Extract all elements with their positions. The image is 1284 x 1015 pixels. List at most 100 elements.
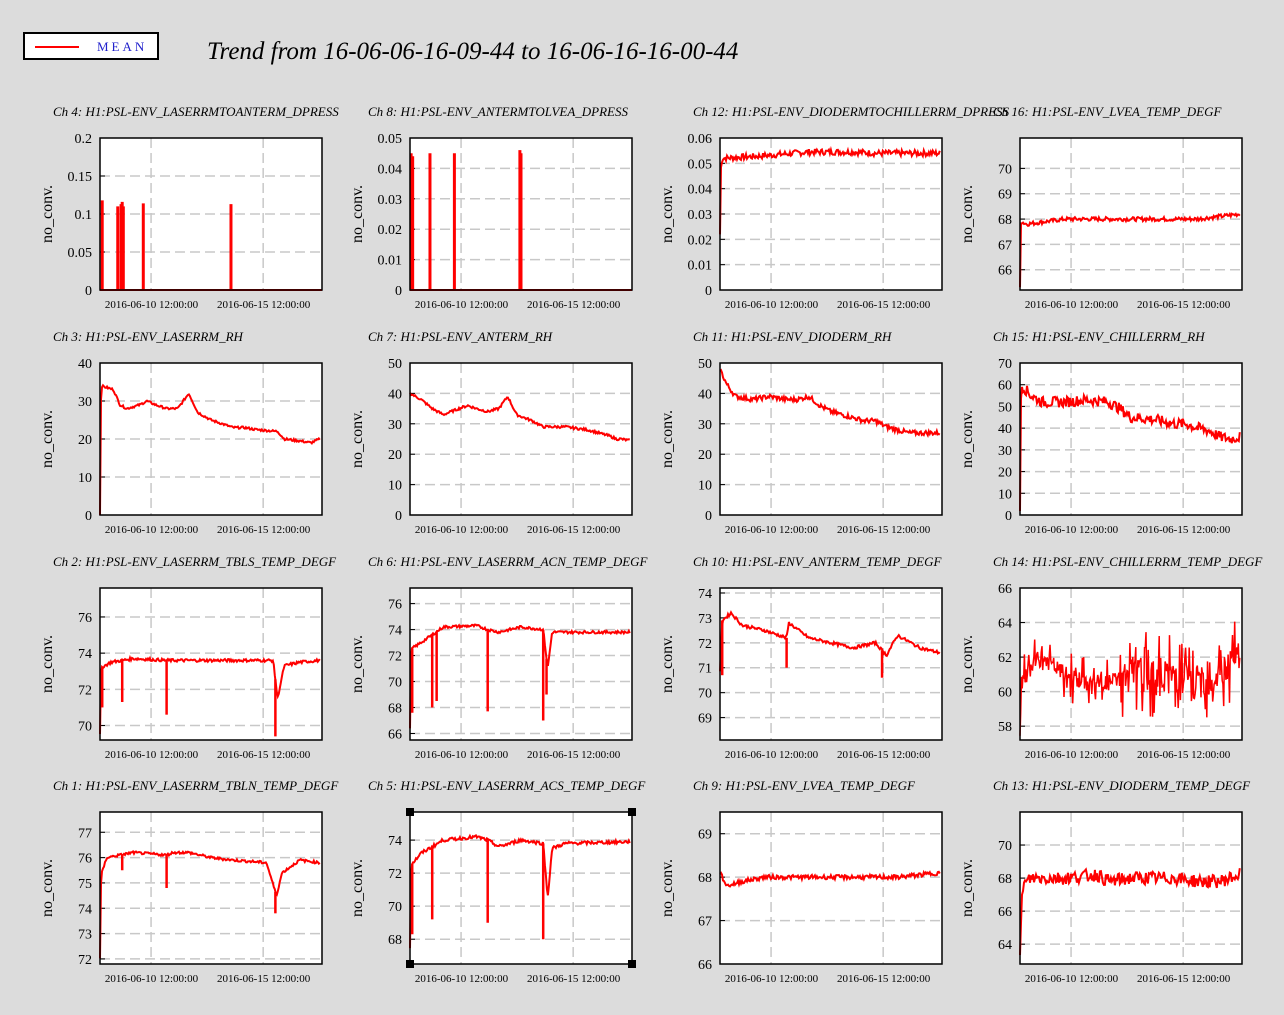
series-mean [99, 654, 321, 737]
y-tick-label: 0.03 [688, 208, 713, 223]
chart-panel-5: Ch 3: H1:PSL-ENV_LASERRM_RH 0 10 20 30 40 2016… [39, 329, 323, 536]
y-tick-label: 72 [388, 650, 402, 665]
plot-frame [409, 587, 633, 741]
chart-panel-4: Ch 16: H1:PSL-ENV_LVEA_TEMP_DEGF 66 67 68 69… [959, 104, 1243, 311]
plot-frame [409, 137, 633, 291]
y-tick-label: 67 [998, 238, 1012, 253]
plot-area [410, 588, 632, 740]
plot-frame [99, 587, 323, 741]
series-line [719, 610, 941, 672]
y-tick-label: 0.2 [75, 132, 93, 147]
series-line [719, 145, 941, 235]
series-line [99, 849, 321, 959]
resize-handle[interactable] [406, 960, 414, 968]
y-axis-label: no_conv. [659, 410, 676, 468]
plot-area [1020, 138, 1242, 290]
plot-frame [99, 811, 323, 965]
y-axis-label: no_conv. [959, 185, 976, 243]
selection-handles[interactable] [406, 808, 636, 968]
y-tick-label: 0.06 [688, 132, 713, 147]
y-tick-label: 72 [698, 637, 712, 652]
plot-frame [409, 362, 633, 516]
y-tick-label: 50 [998, 400, 1012, 415]
x-tick-label: 2016-06-15 12:00:00 [527, 749, 621, 761]
y-tick-label: 69 [998, 188, 1012, 203]
y-tick-label: 0.01 [688, 259, 713, 274]
series-line [719, 368, 941, 438]
y-tick-label: 0.15 [68, 170, 93, 185]
resize-handle[interactable] [406, 808, 414, 816]
x-tick-label: 2016-06-15 12:00:00 [527, 299, 621, 311]
x-tick-label: 2016-06-15 12:00:00 [527, 973, 621, 985]
chart-title: Ch 14: H1:PSL-ENV_CHILLERRM_TEMP_DEGF [993, 554, 1263, 569]
plot-area [410, 812, 632, 964]
plot-frame [719, 137, 943, 291]
series-mean [409, 623, 631, 729]
series-mean [409, 392, 630, 442]
x-tick-label: 2016-06-15 12:00:00 [1137, 749, 1231, 761]
y-tick-label: 68 [998, 213, 1012, 228]
chart-panel-9: Ch 2: H1:PSL-ENV_LASERRM_TBLS_TEMP_DEGF 7… [39, 554, 337, 761]
y-tick-label: 0.04 [378, 162, 403, 177]
y-axis-label: no_conv. [349, 859, 366, 917]
chart-panel-1: Ch 4: H1:PSL-ENV_LASERRMTOANTERM_DPRESS 0… [39, 104, 339, 311]
y-tick-label: 74 [78, 902, 92, 917]
series-mean [719, 145, 941, 235]
x-tick-label: 2016-06-10 12:00:00 [415, 749, 509, 761]
chart-title: Ch 7: H1:PSL-ENV_ANTERM_RH [368, 329, 553, 344]
plot-frame [1019, 137, 1243, 291]
series-line [409, 833, 631, 949]
plot-frame [719, 811, 943, 965]
y-axis-label: no_conv. [959, 859, 976, 917]
plot-area [410, 363, 632, 515]
y-tick-label: 0.02 [378, 223, 403, 238]
y-tick-label: 66 [998, 264, 1012, 279]
y-tick-label: 77 [78, 826, 92, 841]
series-mean [719, 610, 941, 678]
x-tick-label: 2016-06-15 12:00:00 [837, 749, 931, 761]
y-tick-label: 60 [998, 686, 1012, 701]
series-mean [1019, 621, 1241, 736]
y-tick-label: 68 [998, 872, 1012, 887]
series-line [1019, 385, 1241, 512]
y-tick-label: 40 [998, 422, 1012, 437]
chart-panel-12: Ch 14: H1:PSL-ENV_CHILLERRM_TEMP_DEGF 58 6… [959, 554, 1263, 761]
x-tick-label: 2016-06-10 12:00:00 [725, 524, 819, 536]
resize-handle[interactable] [628, 960, 636, 968]
chart-panel-7: Ch 11: H1:PSL-ENV_DIODERM_RH 0 10 20 30 40 50 2… [659, 329, 943, 536]
y-tick-label: 10 [78, 471, 92, 486]
x-tick-label: 2016-06-15 12:00:00 [217, 973, 311, 985]
y-axis-label: no_conv. [349, 410, 366, 468]
y-tick-label: 76 [388, 598, 402, 613]
y-tick-label: 66 [388, 728, 402, 743]
chart-title: Ch 4: H1:PSL-ENV_LASERRMTOANTERM_DPRESS [53, 104, 339, 119]
y-tick-label: 66 [698, 958, 712, 973]
y-tick-label: 40 [388, 387, 402, 402]
x-tick-label: 2016-06-10 12:00:00 [105, 749, 199, 761]
chart-title: Ch 12: H1:PSL-ENV_DIODERMTOCHILLERRM_DPR… [693, 104, 1010, 119]
y-tick-label: 0 [705, 509, 712, 524]
x-tick-label: 2016-06-15 12:00:00 [217, 524, 311, 536]
x-tick-label: 2016-06-10 12:00:00 [1025, 299, 1119, 311]
resize-handle[interactable] [628, 808, 636, 816]
x-tick-label: 2016-06-10 12:00:00 [1025, 973, 1119, 985]
y-tick-label: 67 [698, 915, 712, 930]
y-tick-label: 0 [395, 509, 402, 524]
chart-panel-11: Ch 10: H1:PSL-ENV_ANTERM_TEMP_DEGF 69 70 71… [659, 554, 943, 761]
plot-area [100, 812, 322, 964]
y-tick-label: 30 [78, 395, 92, 410]
plot-area [1020, 363, 1242, 515]
y-axis-label: no_conv. [959, 410, 976, 468]
y-tick-label: 70 [998, 839, 1012, 854]
y-tick-label: 0 [1005, 509, 1012, 524]
y-tick-label: 73 [698, 612, 712, 627]
page-title: Trend from 16-06-06-16-09-44 to 16-06-16… [207, 38, 739, 65]
series-mean [1019, 211, 1241, 288]
y-tick-label: 0.05 [688, 157, 713, 172]
x-tick-label: 2016-06-10 12:00:00 [1025, 749, 1119, 761]
x-tick-label: 2016-06-15 12:00:00 [1137, 524, 1231, 536]
y-axis-label: no_conv. [39, 410, 56, 468]
series-mean [99, 383, 321, 516]
y-axis-label: no_conv. [39, 859, 56, 917]
plot-frame [409, 811, 633, 965]
